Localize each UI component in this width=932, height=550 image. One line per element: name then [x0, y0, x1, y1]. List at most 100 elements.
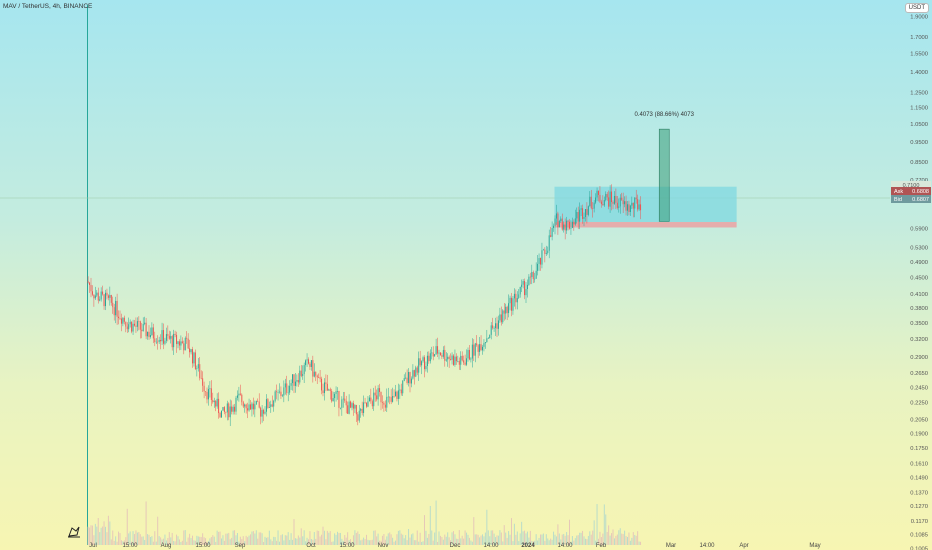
- candle-body: [326, 383, 328, 391]
- volume-bar: [354, 530, 356, 545]
- volume-bar: [376, 536, 378, 545]
- candle-body: [238, 393, 240, 396]
- volume-bar: [357, 531, 359, 545]
- volume-bar: [252, 531, 254, 545]
- candle-body: [370, 397, 372, 402]
- price-range-measure[interactable]: [658, 128, 670, 222]
- candle-body: [522, 281, 524, 285]
- price-tick-label: 1.9000: [910, 15, 928, 21]
- volume-bar: [96, 526, 98, 545]
- volume-bar: [329, 531, 331, 545]
- candle-body: [453, 355, 454, 365]
- volume-bar: [261, 533, 263, 545]
- candle-body: [155, 341, 157, 343]
- volume-bar: [364, 539, 366, 545]
- time-axis[interactable]: Jul 15:00 Aug 15:00 Sep Oct 15:00 Nov Dec 14:00 20…: [89, 543, 821, 549]
- candle-body: [334, 393, 336, 399]
- price-tick-label: 0.5300: [910, 246, 928, 252]
- candle-body: [573, 221, 575, 225]
- candle-body: [119, 318, 121, 319]
- volume-bar: [479, 537, 481, 545]
- candle-body: [379, 388, 381, 392]
- candle-body: [574, 218, 576, 225]
- price-tick-label: 0.1490: [910, 475, 928, 481]
- symbol-title[interactable]: MAV / TetherUS, 4h, BINANCE: [3, 3, 93, 10]
- candle-body: [321, 378, 323, 391]
- volume-bar: [308, 539, 309, 545]
- candle-body: [242, 402, 244, 407]
- volume-bar: [334, 533, 336, 545]
- volume-bar: [383, 534, 385, 545]
- target-zone[interactable]: [554, 186, 737, 223]
- volume-bar: [232, 530, 234, 545]
- candle-body: [492, 325, 494, 329]
- currency-button[interactable]: USDT: [904, 3, 929, 13]
- candle-body: [570, 227, 572, 229]
- volume-bar: [328, 532, 330, 545]
- candle-body: [229, 406, 231, 418]
- candle-body: [516, 298, 518, 303]
- volume-bar: [144, 539, 146, 545]
- volume-bar: [396, 534, 398, 545]
- candle-body: [393, 396, 395, 397]
- candle-body: [232, 406, 234, 412]
- candle-body: [261, 409, 263, 417]
- stop-zone[interactable]: [554, 222, 737, 228]
- volume-bar: [187, 537, 189, 545]
- candle-body: [248, 404, 250, 411]
- volume-bar: [495, 537, 497, 545]
- price-axis[interactable]: 1.9000 1.7000 1.5500 1.4000 1.2500 1.1500 1.05…: [890, 0, 932, 550]
- candle-body: [142, 323, 144, 332]
- candle-body: [167, 334, 169, 336]
- candle-body: [312, 360, 314, 377]
- candle-body: [196, 368, 198, 370]
- price-tick-label: 1.7000: [910, 35, 928, 41]
- candle-body: [123, 317, 125, 322]
- candle-body: [454, 356, 456, 365]
- candle-body: [174, 333, 176, 335]
- candle-body: [466, 358, 468, 365]
- price-tick-label: 0.3200: [910, 337, 928, 343]
- volume-bar: [363, 537, 365, 545]
- volume-bar: [326, 530, 328, 545]
- volume-bar: [344, 535, 346, 545]
- candle-body: [120, 318, 122, 324]
- volume-bar: [386, 536, 388, 545]
- volume-bar: [622, 534, 624, 545]
- volume-bar: [557, 524, 559, 545]
- candle-body: [141, 329, 143, 332]
- candle-body: [615, 195, 617, 203]
- candle-body: [376, 395, 378, 400]
- volume-bar: [238, 541, 240, 545]
- tradingview-logo-icon[interactable]: [68, 526, 80, 538]
- volume-bar: [350, 539, 352, 545]
- volume-bar: [490, 530, 492, 545]
- price-tick-label: 0.8500: [910, 160, 928, 166]
- volume-bar: [484, 532, 486, 545]
- volume-bar: [207, 540, 209, 545]
- volume-bar: [202, 533, 204, 545]
- candle-body: [144, 322, 146, 324]
- volume-bar: [245, 535, 247, 545]
- volume-bar: [583, 536, 585, 545]
- volume-bar: [315, 538, 317, 545]
- time-tick-label: Apr: [739, 543, 748, 549]
- candle-body: [421, 361, 423, 366]
- long-position-tool[interactable]: [554, 186, 737, 228]
- price-plot[interactable]: 0.4073 (88.66%) 4073 Jul 15:00 Aug 15:00 Sep…: [0, 0, 890, 550]
- ask-value: 0.6808: [912, 189, 929, 195]
- volume-bar: [554, 534, 556, 545]
- candle-body: [299, 370, 301, 383]
- candle-body: [102, 291, 104, 295]
- volume-bar: [118, 531, 120, 545]
- candle-body: [107, 295, 109, 298]
- volume-bar: [186, 541, 188, 545]
- volume-bar: [503, 525, 505, 545]
- volume-bar: [323, 530, 325, 545]
- candle-body: [128, 324, 130, 330]
- volume-bar: [205, 538, 207, 545]
- measure-bar[interactable]: [658, 128, 670, 222]
- volume-bar: [196, 535, 198, 545]
- price-tick-label: 0.2450: [910, 385, 928, 391]
